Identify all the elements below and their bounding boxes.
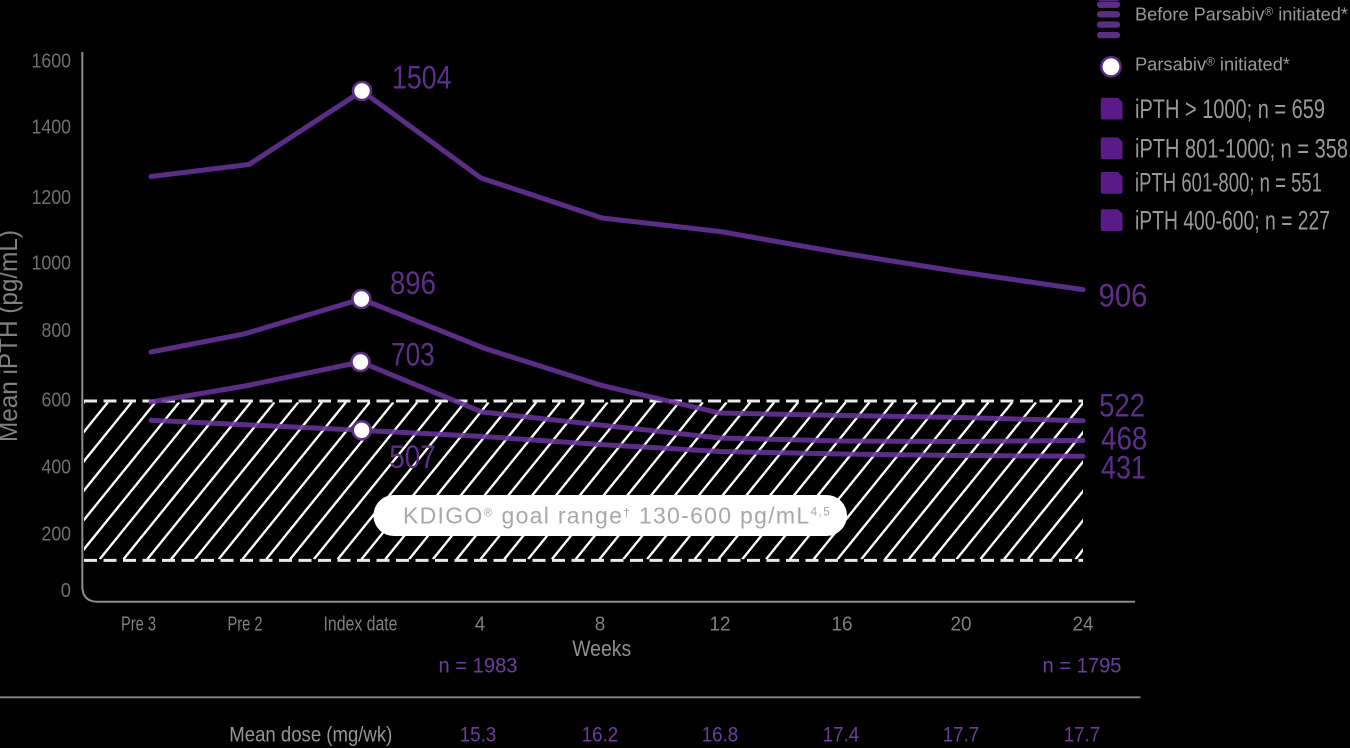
svg-text:20: 20 xyxy=(951,614,972,636)
svg-text:17.7: 17.7 xyxy=(943,723,980,747)
svg-text:468: 468 xyxy=(1101,421,1147,457)
svg-text:4: 4 xyxy=(475,614,486,636)
svg-text:703: 703 xyxy=(391,337,435,373)
svg-text:906: 906 xyxy=(1099,278,1148,314)
svg-text:896: 896 xyxy=(390,265,436,301)
svg-text:KDIGO® goal range† 130-600 pg/: KDIGO® goal range† 130-600 pg/mL4,5 xyxy=(403,503,831,529)
svg-text:n = 1795: n = 1795 xyxy=(1043,655,1122,678)
svg-text:16.2: 16.2 xyxy=(582,723,619,747)
svg-text:iPTH 801-1000; n = 358: iPTH 801-1000; n = 358 xyxy=(1135,134,1348,164)
svg-text:Pre 2: Pre 2 xyxy=(228,614,263,636)
svg-text:iPTH > 1000; n = 659: iPTH > 1000; n = 659 xyxy=(1135,94,1325,124)
svg-text:12: 12 xyxy=(710,614,731,636)
svg-text:400: 400 xyxy=(42,456,72,479)
svg-text:iPTH 601-800; n = 551: iPTH 601-800; n = 551 xyxy=(1135,168,1322,198)
svg-text:Weeks: Weeks xyxy=(572,636,631,661)
svg-text:0: 0 xyxy=(61,579,71,602)
svg-text:24: 24 xyxy=(1073,614,1094,636)
svg-text:507: 507 xyxy=(389,439,436,475)
svg-text:200: 200 xyxy=(42,522,72,545)
svg-text:600: 600 xyxy=(42,389,72,412)
svg-text:431: 431 xyxy=(1101,449,1146,485)
svg-text:n = 1983: n = 1983 xyxy=(439,655,518,678)
svg-text:1504: 1504 xyxy=(392,60,452,96)
svg-text:1400: 1400 xyxy=(32,116,72,139)
svg-text:Mean dose (mg/wk): Mean dose (mg/wk) xyxy=(229,724,392,747)
svg-text:1600: 1600 xyxy=(32,50,72,73)
svg-text:Before Parsabiv® initiated*: Before Parsabiv® initiated* xyxy=(1135,4,1348,25)
svg-text:Pre 3: Pre 3 xyxy=(121,614,156,636)
svg-text:Mean iPTH (pg/mL): Mean iPTH (pg/mL) xyxy=(0,230,23,442)
svg-text:16.8: 16.8 xyxy=(702,723,739,747)
svg-text:Index date: Index date xyxy=(324,614,398,636)
svg-text:1200: 1200 xyxy=(32,186,72,209)
svg-text:17.4: 17.4 xyxy=(823,723,860,747)
svg-text:17.7: 17.7 xyxy=(1064,723,1101,747)
svg-text:16: 16 xyxy=(832,614,853,636)
svg-text:522: 522 xyxy=(1099,388,1145,424)
svg-text:15.3: 15.3 xyxy=(460,723,497,747)
svg-text:iPTH 400-600; n = 227: iPTH 400-600; n = 227 xyxy=(1135,206,1330,236)
svg-text:800: 800 xyxy=(42,319,72,342)
svg-text:Parsabiv® initiated*: Parsabiv® initiated* xyxy=(1135,54,1290,75)
svg-text:1000: 1000 xyxy=(32,252,72,275)
svg-text:8: 8 xyxy=(595,614,606,636)
